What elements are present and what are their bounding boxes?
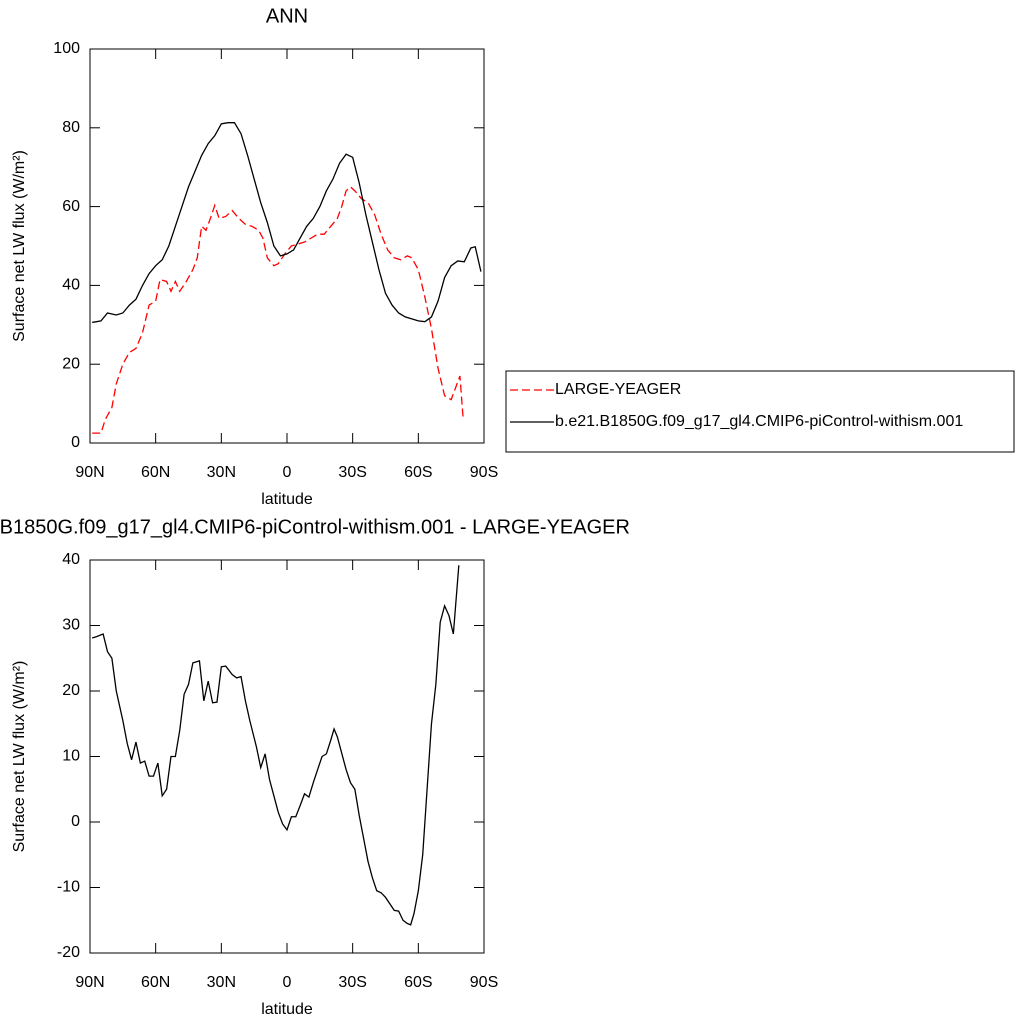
x-axis-label: latitude xyxy=(261,491,313,508)
x-tick-label: 90S xyxy=(470,974,498,991)
data-line xyxy=(92,122,482,324)
y-tick-label: 40 xyxy=(62,551,80,568)
legend-label: LARGE-YEAGER xyxy=(555,381,681,398)
x-tick-label: 60S xyxy=(404,974,432,991)
plot-frame xyxy=(89,559,485,954)
y-tick-label: 10 xyxy=(62,748,80,765)
y-axis-label: Surface net LW flux (W/m²) xyxy=(11,150,28,342)
y-tick-label: -20 xyxy=(57,944,80,961)
x-tick-label: 30N xyxy=(207,464,236,481)
x-tick-label: 0 xyxy=(283,464,292,481)
y-tick-label: 80 xyxy=(62,119,80,136)
x-tick-label: 90S xyxy=(470,464,498,481)
y-tick-label: 0 xyxy=(71,434,80,451)
x-tick-label: 60S xyxy=(404,464,432,481)
y-tick-label: 20 xyxy=(62,682,80,699)
y-tick-label: 20 xyxy=(62,355,80,372)
y-axis-label: Surface net LW flux (W/m²) xyxy=(11,661,28,853)
y-tick-label: 100 xyxy=(53,40,80,57)
x-tick-label: 0 xyxy=(283,974,292,991)
x-tick-label: 30N xyxy=(207,974,236,991)
data-line xyxy=(92,565,460,926)
x-tick-label: 60N xyxy=(141,464,170,481)
x-tick-label: 60N xyxy=(141,974,170,991)
legend-label: b.e21.B1850G.f09_g17_gl4.CMIP6-piControl… xyxy=(555,413,963,430)
y-tick-label: -10 xyxy=(57,879,80,896)
x-axis-label: latitude xyxy=(261,1001,313,1018)
x-tick-label: 90N xyxy=(75,464,104,481)
y-tick-label: 30 xyxy=(62,617,80,634)
chart-title: b.e21.B1850G.f09_g17_gl4.CMIP6-piControl… xyxy=(0,516,630,538)
x-tick-label: 30S xyxy=(338,974,366,991)
x-tick-label: 90N xyxy=(75,974,104,991)
y-tick-label: 60 xyxy=(62,198,80,215)
x-tick-label: 30S xyxy=(338,464,366,481)
legend-box xyxy=(505,370,1015,453)
y-tick-label: 40 xyxy=(62,277,80,294)
plot-frame xyxy=(89,48,485,444)
y-tick-label: 0 xyxy=(71,813,80,830)
data-line xyxy=(92,186,464,434)
chart-title: ANN xyxy=(266,5,308,27)
